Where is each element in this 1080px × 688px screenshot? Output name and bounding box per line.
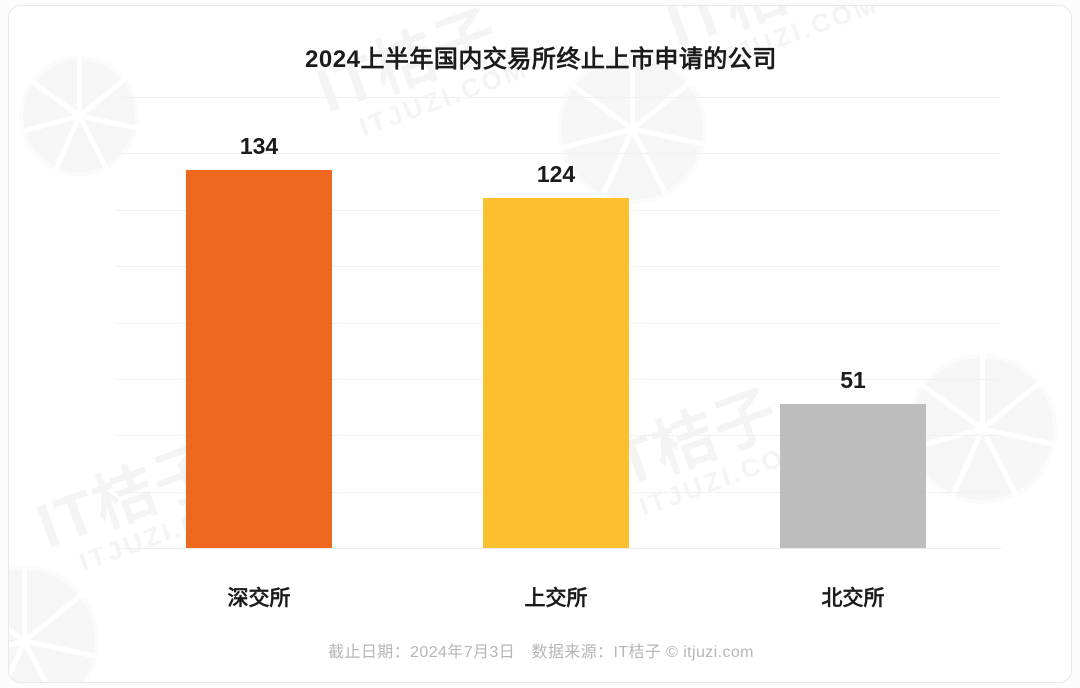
footer-note: 截止日期：2024年7月3日 数据来源：IT桔子 © itjuzi.com (328, 644, 754, 661)
bar-value-label: 51 (840, 367, 866, 394)
category-label: 深交所 (227, 587, 291, 610)
gridline (116, 97, 1001, 98)
chart-title: 2024上半年国内交易所终止上市申请的公司 (305, 46, 777, 73)
category-label: 上交所 (524, 587, 588, 610)
category-label: 北交所 (821, 587, 885, 610)
gridline (116, 548, 1001, 549)
bar[interactable] (780, 404, 926, 548)
bar[interactable] (483, 198, 629, 548)
bar-value-label: 134 (239, 133, 279, 160)
chart-card: IT桔子 ITJUZI.COM IT桔子 ITJUZI.COM IT桔子 ITJ… (8, 5, 1072, 683)
bar-value-label: 124 (536, 161, 576, 188)
bar-chart: 2024上半年国内交易所终止上市申请的公司 020406080100120140… (9, 6, 1071, 682)
bar[interactable] (186, 170, 332, 548)
plot-area: 02040608010012014016013412451 (116, 97, 1001, 549)
